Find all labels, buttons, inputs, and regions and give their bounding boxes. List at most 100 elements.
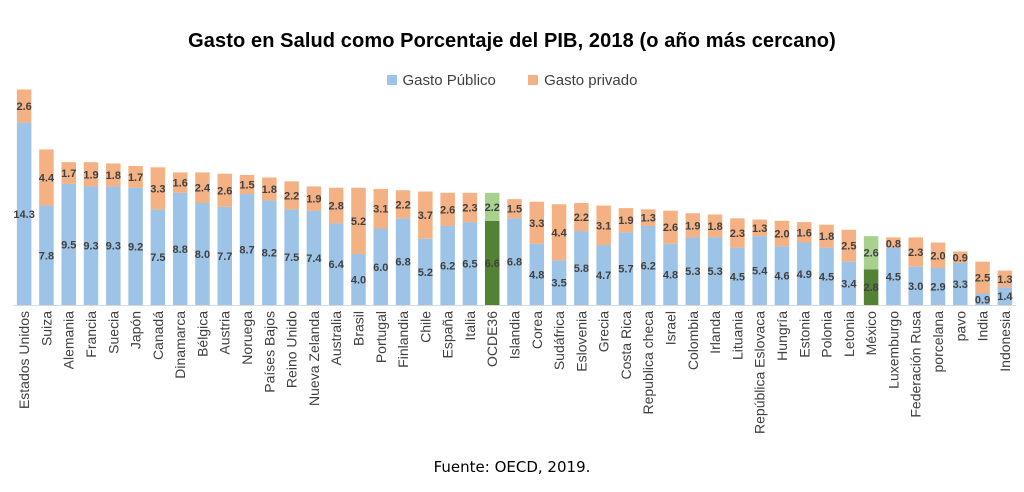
data-label-publico: 5.8: [574, 263, 589, 275]
data-label-publico: 7.5: [284, 252, 299, 264]
data-label-publico: 5.2: [418, 267, 433, 279]
category-label: Canadá: [150, 311, 166, 360]
bar-publico: [574, 231, 589, 305]
data-label-privado: 1.3: [641, 213, 656, 225]
data-label-privado: 2.5: [975, 273, 990, 285]
bar-privado: [440, 192, 455, 226]
category-label: Reino Unido: [284, 311, 300, 388]
data-label-publico: 7.4: [306, 253, 322, 265]
data-label-publico: 2.9: [930, 282, 945, 294]
bar-publico: [172, 192, 188, 305]
data-label-publico: 6.2: [641, 260, 656, 272]
bar-privado: [997, 270, 1013, 288]
category-label: Bélgica: [194, 311, 210, 357]
legend-item-publico: Gasto Público: [386, 72, 496, 89]
data-label-publico: 4.8: [663, 269, 678, 281]
category-label: Sudáfrica: [551, 311, 567, 370]
bar-privado: [908, 237, 923, 267]
bar-privado: [128, 166, 143, 188]
bar-privado: [797, 222, 812, 243]
category-label: Estados Unidos: [16, 311, 32, 409]
category-label: Polonia: [819, 311, 835, 358]
data-label-privado: 1.9: [685, 220, 700, 232]
bar-publico: [975, 293, 990, 305]
bar-publico: [328, 223, 344, 305]
data-label-publico: 7.5: [150, 252, 165, 264]
bar-publico: [351, 254, 366, 305]
data-label-publico: 6.0: [373, 262, 388, 274]
data-label-privado: 1.6: [173, 178, 188, 190]
data-label-privado: 1.9: [618, 215, 633, 227]
bar-publico: [462, 222, 478, 305]
bar-privado: [863, 236, 879, 270]
category-label: Nueva Zelanda: [306, 311, 322, 406]
bar-privado: [351, 187, 366, 254]
bar-privado: [484, 192, 500, 221]
data-label-privado: 1.3: [752, 223, 767, 235]
category-label: Costa Rica: [618, 311, 634, 380]
legend-swatch-privado: [528, 75, 539, 85]
bar-privado: [16, 89, 32, 123]
data-label-privado: 2.8: [329, 201, 344, 213]
data-label-privado: 1.8: [106, 170, 121, 182]
category-label: Estonia: [796, 311, 812, 358]
bar-privado: [373, 188, 389, 229]
data-label-publico: 4.5: [819, 271, 834, 283]
bar-publico: [618, 232, 634, 305]
data-label-privado: 1.3: [997, 274, 1012, 286]
chart-title: Gasto en Salud como Porcentaje del PIB, …: [188, 30, 836, 52]
bar-publico: [239, 194, 255, 305]
data-label-privado: 2.3: [908, 247, 923, 259]
data-label-publico: 4.9: [797, 269, 812, 281]
category-label: Indonesia: [997, 311, 1013, 372]
bar-publico: [39, 205, 54, 305]
data-label-publico: 4.6: [774, 271, 789, 283]
category-label: Islandia: [507, 311, 523, 359]
data-label-publico: 8.2: [262, 248, 277, 260]
data-label-privado: 2.6: [16, 101, 31, 113]
bar-publico: [707, 237, 723, 305]
bar-publico: [663, 243, 678, 305]
data-label-privado: 1.5: [239, 180, 254, 192]
data-label-publico: 9.2: [128, 241, 143, 253]
category-label: Francia: [83, 311, 99, 358]
bar-publico: [128, 187, 143, 305]
bar-privado: [418, 191, 433, 239]
data-label-publico: 7.8: [39, 250, 54, 262]
bar-privado: [574, 203, 589, 232]
category-label: México: [863, 311, 879, 356]
data-label-privado: 2.4: [195, 183, 211, 195]
data-label-publico: 8.0: [195, 249, 210, 261]
bar-privado: [284, 181, 299, 210]
bar-publico: [83, 186, 99, 305]
bar-publico: [640, 225, 656, 305]
data-label-privado: 2.6: [863, 248, 878, 260]
data-label-privado: 1.5: [507, 204, 522, 216]
category-label: Letonia: [841, 311, 857, 357]
data-label-privado: 2.5: [841, 241, 856, 253]
bar-privado: [395, 190, 411, 219]
data-label-privado: 3.3: [529, 218, 544, 230]
data-label-privado: 0.9: [953, 252, 968, 264]
category-label: Dinamarca: [172, 311, 188, 379]
bar-publico: [284, 209, 299, 305]
bar-publico: [507, 218, 522, 305]
category-label: Luxemburgo: [885, 311, 901, 389]
bar-publico: [484, 220, 500, 305]
bar-publico: [16, 122, 32, 305]
data-label-privado: 1.7: [61, 168, 76, 180]
data-label-privado: 2.6: [440, 204, 455, 216]
category-label: Noruega: [239, 311, 255, 365]
data-label-publico: 7.7: [217, 251, 232, 263]
data-label-privado: 2.6: [663, 222, 678, 234]
category-label: Colombia: [685, 311, 701, 370]
category-label: porcelana: [930, 311, 946, 373]
data-label-privado: 1.9: [306, 194, 321, 206]
data-label-publico: 6.5: [462, 259, 477, 271]
bar-privado: [507, 199, 522, 219]
category-label: Suiza: [38, 311, 54, 346]
data-label-privado: 2.3: [462, 202, 477, 214]
category-label: Austria: [217, 311, 233, 355]
bar-privado: [618, 208, 634, 233]
bar-publico: [596, 245, 611, 305]
